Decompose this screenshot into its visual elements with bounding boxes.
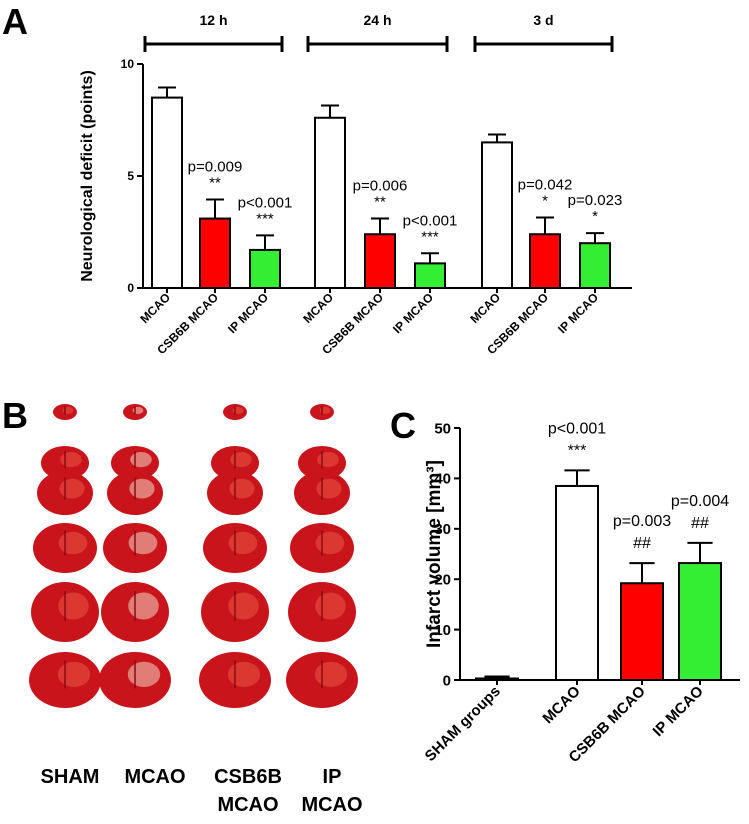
significance: *** xyxy=(256,210,274,227)
bar xyxy=(678,562,722,682)
significance: * xyxy=(592,208,598,225)
panel-label: B xyxy=(2,395,28,436)
panel-label: C xyxy=(390,405,416,446)
slice-highlight xyxy=(58,592,89,620)
slice-highlight xyxy=(316,478,342,499)
slice-highlight xyxy=(315,531,345,555)
slice-highlight xyxy=(228,592,259,620)
bar xyxy=(481,141,513,289)
brain-slices-photo xyxy=(29,404,358,708)
column-label: CSB6B xyxy=(214,766,282,788)
group-label: 24 h xyxy=(363,12,391,28)
p-value: p=0.009 xyxy=(188,159,243,176)
slice-highlight xyxy=(132,406,144,414)
column-label: SHAM xyxy=(41,766,100,788)
bar xyxy=(151,96,183,289)
bar xyxy=(620,582,664,681)
x-tick-label: MCAO xyxy=(467,290,503,326)
x-tick-label: IP MCAO xyxy=(650,683,707,740)
slice-highlight xyxy=(127,661,161,688)
slice-highlight xyxy=(230,451,252,468)
group-label: 12 h xyxy=(199,12,227,28)
significance: ## xyxy=(691,515,709,532)
y-tick-label: 5 xyxy=(127,169,134,183)
slice-highlight xyxy=(319,406,331,414)
bar xyxy=(364,233,396,290)
slice-highlight xyxy=(59,478,85,499)
slice-highlight xyxy=(314,661,348,688)
bar xyxy=(414,262,446,289)
p-value: p<0.001 xyxy=(238,194,293,211)
x-tick-label: MCAO xyxy=(539,683,584,728)
slice-highlight xyxy=(130,451,152,468)
bar xyxy=(555,484,599,681)
y-tick-label: 0 xyxy=(443,672,451,689)
significance: * xyxy=(542,192,548,209)
p-value: p=0.006 xyxy=(353,178,408,195)
significance: ** xyxy=(209,175,221,192)
slice-highlight xyxy=(228,531,258,555)
column-label: IP xyxy=(323,766,342,788)
y-axis-label: Infarct volume [mm³] xyxy=(424,460,445,648)
y-tick-label: 10 xyxy=(434,622,451,639)
y-tick-label: 10 xyxy=(121,57,135,71)
p-value: p<0.001 xyxy=(403,212,458,229)
x-tick-label: IP MCAO xyxy=(555,290,601,336)
bar xyxy=(249,248,281,289)
p-value: p=0.023 xyxy=(568,192,623,209)
slice-highlight xyxy=(227,661,261,688)
x-tick-label: IP MCAO xyxy=(225,290,271,336)
significance: *** xyxy=(421,228,439,245)
x-tick-label: MCAO xyxy=(137,290,173,326)
y-tick-label: 20 xyxy=(434,571,451,588)
y-tick-label: 0 xyxy=(127,281,134,295)
significance: ** xyxy=(374,194,386,211)
panel-label: A xyxy=(2,1,28,42)
p-value: p=0.042 xyxy=(518,176,573,193)
slice-highlight xyxy=(58,531,88,555)
slice-highlight xyxy=(129,478,155,499)
column-label: MCAO xyxy=(124,766,185,788)
x-tick-label: SHAM groups xyxy=(422,683,504,765)
slice-highlight xyxy=(232,406,244,414)
y-axis-label: Neurological deficit (points) xyxy=(79,70,96,282)
column-label: MCAO xyxy=(217,794,278,816)
bar xyxy=(314,116,346,290)
significance: ## xyxy=(633,535,651,552)
y-tick-label: 50 xyxy=(434,420,451,437)
p-value: p<0.001 xyxy=(548,420,606,437)
significance: *** xyxy=(568,442,587,459)
x-tick-label: IP MCAO xyxy=(390,290,436,336)
column-label: MCAO xyxy=(301,794,362,816)
slice-highlight xyxy=(62,406,74,414)
y-tick-label: 40 xyxy=(434,471,451,488)
slice-highlight xyxy=(315,592,346,620)
slice-highlight xyxy=(128,531,158,555)
bar xyxy=(475,677,519,681)
group-label: 3 d xyxy=(533,12,553,28)
slice-highlight xyxy=(60,451,82,468)
x-tick-label: MCAO xyxy=(300,290,336,326)
bar xyxy=(529,233,561,290)
bar xyxy=(579,242,611,289)
slice-highlight xyxy=(229,478,255,499)
p-value: p=0.003 xyxy=(613,513,671,530)
slice-highlight xyxy=(57,661,91,688)
slice-highlight xyxy=(317,451,339,468)
p-value: p=0.004 xyxy=(671,493,729,510)
bar xyxy=(199,217,231,289)
y-tick-label: 30 xyxy=(434,521,451,538)
slice-highlight xyxy=(128,592,159,620)
